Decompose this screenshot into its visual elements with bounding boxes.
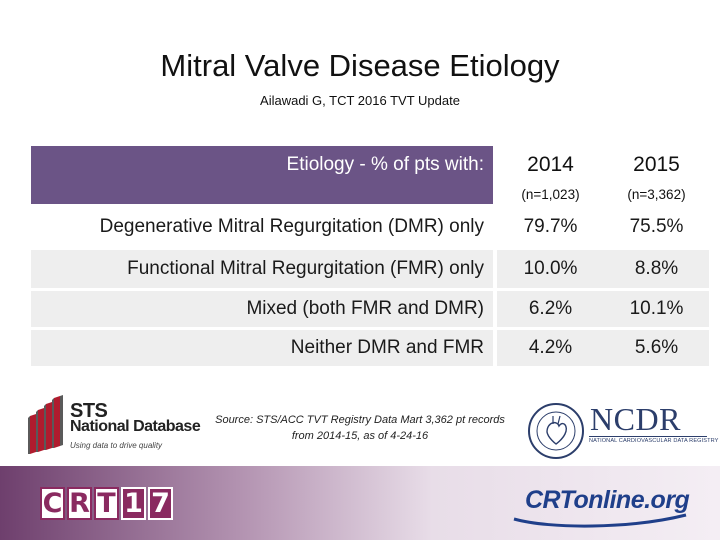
- header-2015: 2015 (n=3,362): [604, 146, 709, 204]
- acc-seal-icon: [528, 403, 584, 459]
- sts-logo-subtext: National Database: [70, 418, 201, 435]
- n-2015: (n=3,362): [627, 187, 686, 202]
- value-2015: 5.6%: [604, 330, 709, 366]
- row-label: Functional Mitral Regurgitation (FMR) on…: [31, 250, 493, 288]
- crt-letter: T: [94, 487, 119, 520]
- table-row: Functional Mitral Regurgitation (FMR) on…: [31, 250, 709, 288]
- source-note: Source: STS/ACC TVT Registry Data Mart 3…: [215, 414, 505, 442]
- value-2015: 75.5%: [629, 216, 684, 237]
- crtonline-swoosh-icon: [513, 513, 687, 528]
- ncdr-divider: [589, 436, 707, 437]
- ncdr-logo-text: NCDR: [590, 401, 681, 437]
- value-2014: 79.7%: [523, 216, 578, 237]
- n-2014: (n=1,023): [521, 187, 580, 202]
- value-2015: 8.8%: [604, 250, 709, 288]
- crt-letter: C: [40, 487, 65, 520]
- value-2014: 4.2%: [497, 330, 604, 366]
- year-2015: 2015: [633, 153, 680, 176]
- footer-band: [0, 466, 720, 540]
- sts-logo-text: STS: [70, 400, 108, 422]
- crt-year-digit: 1: [121, 487, 146, 520]
- row-label: Degenerative Mitral Regurgitation (DMR) …: [99, 216, 484, 237]
- table-row: Mixed (both FMR and DMR) 6.2% 10.1%: [31, 291, 709, 327]
- crtonline-logo-text: CRTonline.org: [525, 486, 690, 514]
- crt-letter: R: [67, 487, 92, 520]
- slide-subtitle: Ailawadi G, TCT 2016 TVT Update: [260, 93, 460, 108]
- table-row: Degenerative Mitral Regurgitation (DMR) …: [31, 208, 709, 246]
- header-label: Etiology - % of pts with:: [31, 146, 493, 204]
- crt-year-digit: 7: [148, 487, 173, 520]
- sts-logo-icon: [28, 395, 63, 454]
- slide-title: Mitral Valve Disease Etiology: [160, 48, 560, 83]
- value-2014: 6.2%: [497, 291, 604, 327]
- row-label: Neither DMR and FMR: [31, 330, 493, 366]
- value-2014: 10.0%: [497, 250, 604, 288]
- sts-tagline: Using data to drive quality: [70, 441, 163, 450]
- header-2014: 2014 (n=1,023): [497, 146, 604, 204]
- value-2015: 10.1%: [604, 291, 709, 327]
- crt17-logo: C R T 1 7: [40, 487, 173, 520]
- ncdr-subtitle: NATIONAL CARDIOVASCULAR DATA REGISTRY: [589, 438, 719, 444]
- table-row: Neither DMR and FMR 4.2% 5.6%: [31, 330, 709, 366]
- row-label: Mixed (both FMR and DMR): [31, 291, 493, 327]
- table-header-row: Etiology - % of pts with: 2014 (n=1,023)…: [31, 146, 709, 204]
- year-2014: 2014: [527, 153, 574, 176]
